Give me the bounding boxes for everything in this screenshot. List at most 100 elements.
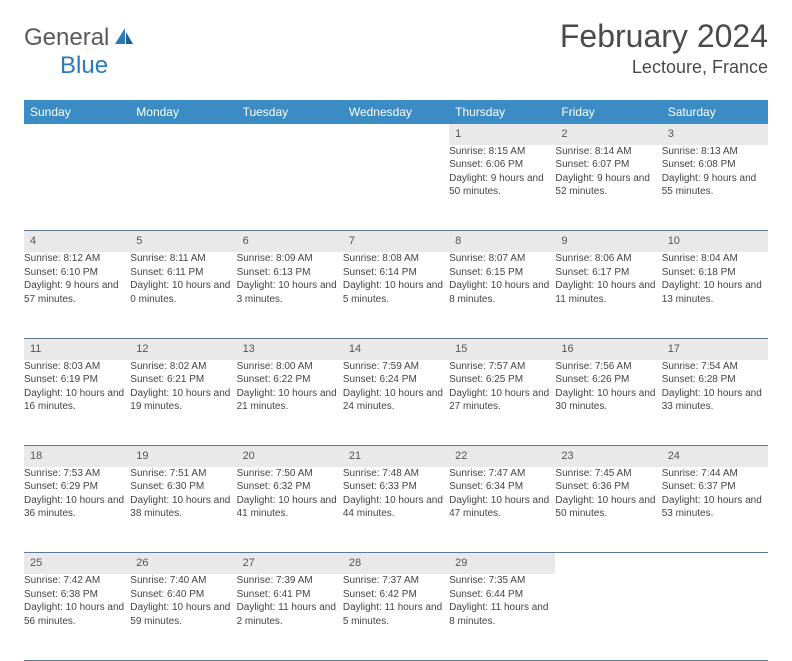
daylight-line: Daylight: 10 hours and 16 minutes. [24, 387, 130, 414]
sunset-line: Sunset: 6:33 PM [343, 480, 449, 494]
sunrise-line: Sunrise: 7:35 AM [449, 574, 555, 588]
daylight-line: Daylight: 10 hours and 59 minutes. [130, 601, 236, 628]
day-number-cell: 18 [24, 446, 130, 467]
day-number-cell: 17 [662, 338, 768, 359]
detail-row: Sunrise: 7:53 AMSunset: 6:29 PMDaylight:… [24, 467, 768, 553]
daylight-line: Daylight: 10 hours and 27 minutes. [449, 387, 555, 414]
day-detail-cell: Sunrise: 7:54 AMSunset: 6:28 PMDaylight:… [662, 360, 768, 446]
day-number-cell: 24 [662, 446, 768, 467]
sunset-line: Sunset: 6:17 PM [555, 266, 661, 280]
detail-row: Sunrise: 8:12 AMSunset: 6:10 PMDaylight:… [24, 252, 768, 338]
day-number-cell: 10 [662, 231, 768, 252]
sunset-line: Sunset: 6:14 PM [343, 266, 449, 280]
daylight-line: Daylight: 10 hours and 41 minutes. [237, 494, 343, 521]
sunset-line: Sunset: 6:11 PM [130, 266, 236, 280]
sunset-line: Sunset: 6:42 PM [343, 588, 449, 602]
day-number-cell [343, 124, 449, 145]
day-number-cell: 16 [555, 338, 661, 359]
sunrise-line: Sunrise: 7:54 AM [662, 360, 768, 374]
daylight-line: Daylight: 11 hours and 2 minutes. [237, 601, 343, 628]
day-detail-cell: Sunrise: 7:56 AMSunset: 6:26 PMDaylight:… [555, 360, 661, 446]
daynum-row: 11121314151617 [24, 338, 768, 359]
sunrise-line: Sunrise: 8:15 AM [449, 145, 555, 159]
daylight-line: Daylight: 10 hours and 36 minutes. [24, 494, 130, 521]
day-detail-cell [343, 145, 449, 231]
sunrise-line: Sunrise: 8:03 AM [24, 360, 130, 374]
daylight-line: Daylight: 10 hours and 11 minutes. [555, 279, 661, 306]
daylight-line: Daylight: 10 hours and 33 minutes. [662, 387, 768, 414]
weekday-header: Thursday [449, 100, 555, 124]
day-number-cell: 19 [130, 446, 236, 467]
sunset-line: Sunset: 6:29 PM [24, 480, 130, 494]
daynum-row: 2526272829 [24, 553, 768, 574]
sunset-line: Sunset: 6:40 PM [130, 588, 236, 602]
day-detail-cell: Sunrise: 8:07 AMSunset: 6:15 PMDaylight:… [449, 252, 555, 338]
sunset-line: Sunset: 6:15 PM [449, 266, 555, 280]
sunrise-line: Sunrise: 8:00 AM [237, 360, 343, 374]
day-number-cell [555, 553, 661, 574]
detail-row: Sunrise: 8:15 AMSunset: 6:06 PMDaylight:… [24, 145, 768, 231]
sunrise-line: Sunrise: 8:14 AM [555, 145, 661, 159]
day-detail-cell: Sunrise: 7:53 AMSunset: 6:29 PMDaylight:… [24, 467, 130, 553]
sunset-line: Sunset: 6:13 PM [237, 266, 343, 280]
day-number-cell: 5 [130, 231, 236, 252]
sunrise-line: Sunrise: 7:42 AM [24, 574, 130, 588]
day-number-cell: 7 [343, 231, 449, 252]
day-detail-cell: Sunrise: 8:11 AMSunset: 6:11 PMDaylight:… [130, 252, 236, 338]
sunset-line: Sunset: 6:10 PM [24, 266, 130, 280]
day-number-cell: 15 [449, 338, 555, 359]
day-number-cell: 9 [555, 231, 661, 252]
daylight-line: Daylight: 10 hours and 8 minutes. [449, 279, 555, 306]
day-number-cell: 14 [343, 338, 449, 359]
daylight-line: Daylight: 11 hours and 8 minutes. [449, 601, 555, 628]
day-number-cell [130, 124, 236, 145]
day-detail-cell: Sunrise: 8:14 AMSunset: 6:07 PMDaylight:… [555, 145, 661, 231]
sunset-line: Sunset: 6:26 PM [555, 373, 661, 387]
weekday-header: Wednesday [343, 100, 449, 124]
day-number-cell: 12 [130, 338, 236, 359]
daylight-line: Daylight: 10 hours and 5 minutes. [343, 279, 449, 306]
day-detail-cell: Sunrise: 7:40 AMSunset: 6:40 PMDaylight:… [130, 574, 236, 660]
day-number-cell: 11 [24, 338, 130, 359]
day-detail-cell: Sunrise: 8:13 AMSunset: 6:08 PMDaylight:… [662, 145, 768, 231]
day-detail-cell: Sunrise: 7:51 AMSunset: 6:30 PMDaylight:… [130, 467, 236, 553]
day-detail-cell: Sunrise: 8:09 AMSunset: 6:13 PMDaylight:… [237, 252, 343, 338]
day-detail-cell: Sunrise: 8:08 AMSunset: 6:14 PMDaylight:… [343, 252, 449, 338]
day-detail-cell [130, 145, 236, 231]
day-detail-cell [24, 145, 130, 231]
sunset-line: Sunset: 6:30 PM [130, 480, 236, 494]
daylight-line: Daylight: 9 hours and 52 minutes. [555, 172, 661, 199]
day-number-cell: 25 [24, 553, 130, 574]
day-number-cell: 4 [24, 231, 130, 252]
daylight-line: Daylight: 10 hours and 47 minutes. [449, 494, 555, 521]
sunset-line: Sunset: 6:25 PM [449, 373, 555, 387]
detail-row: Sunrise: 7:42 AMSunset: 6:38 PMDaylight:… [24, 574, 768, 660]
daynum-row: 45678910 [24, 231, 768, 252]
daylight-line: Daylight: 10 hours and 53 minutes. [662, 494, 768, 521]
day-number-cell: 6 [237, 231, 343, 252]
sunset-line: Sunset: 6:36 PM [555, 480, 661, 494]
day-number-cell: 22 [449, 446, 555, 467]
logo: General [24, 18, 137, 52]
day-detail-cell [555, 574, 661, 660]
day-number-cell: 3 [662, 124, 768, 145]
daylight-line: Daylight: 10 hours and 13 minutes. [662, 279, 768, 306]
sunrise-line: Sunrise: 7:39 AM [237, 574, 343, 588]
weekday-header: Tuesday [237, 100, 343, 124]
day-detail-cell: Sunrise: 8:04 AMSunset: 6:18 PMDaylight:… [662, 252, 768, 338]
day-number-cell: 2 [555, 124, 661, 145]
month-title: February 2024 [560, 18, 768, 55]
day-detail-cell: Sunrise: 8:02 AMSunset: 6:21 PMDaylight:… [130, 360, 236, 446]
sunrise-line: Sunrise: 8:09 AM [237, 252, 343, 266]
sunrise-line: Sunrise: 7:47 AM [449, 467, 555, 481]
day-detail-cell: Sunrise: 8:06 AMSunset: 6:17 PMDaylight:… [555, 252, 661, 338]
day-number-cell: 26 [130, 553, 236, 574]
daylight-line: Daylight: 11 hours and 5 minutes. [343, 601, 449, 628]
weekday-header: Friday [555, 100, 661, 124]
sunrise-line: Sunrise: 7:57 AM [449, 360, 555, 374]
weekday-header: Saturday [662, 100, 768, 124]
day-number-cell: 23 [555, 446, 661, 467]
sunrise-line: Sunrise: 8:04 AM [662, 252, 768, 266]
sunrise-line: Sunrise: 7:44 AM [662, 467, 768, 481]
daylight-line: Daylight: 10 hours and 24 minutes. [343, 387, 449, 414]
